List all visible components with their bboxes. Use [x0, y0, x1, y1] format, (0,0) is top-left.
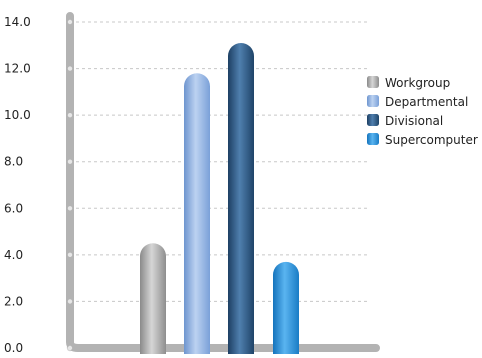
legend-swatch-divisional — [367, 114, 379, 126]
legend-swatch-supercomputer — [367, 133, 379, 145]
y-tick-label-6: 12.0 — [4, 62, 31, 76]
legend-label-departmental: Departmental — [385, 95, 468, 109]
legend: Workgroup Departmental Divisional Supercomp… — [367, 76, 478, 147]
y-tick-dot-5 — [67, 112, 73, 118]
y-tick-label-4: 8.0 — [4, 155, 23, 169]
legend-swatch-departmental — [367, 95, 379, 107]
legend-label-supercomputer: Supercomputer — [385, 133, 478, 147]
bar-divisional — [228, 42, 254, 354]
axis-lines — [66, 12, 380, 352]
y-tick-dot-0 — [67, 345, 73, 351]
y-tick-dot-4 — [67, 159, 73, 164]
bars — [140, 42, 299, 354]
y-tick-label-3: 6.0 — [4, 201, 23, 215]
y-tick-label-7: 14.0 — [4, 15, 31, 29]
bar-departmental — [184, 73, 210, 354]
legend-swatch-workgroup — [367, 76, 379, 88]
legend-label-workgroup: Workgroup — [385, 76, 450, 90]
y-tick-label-1: 2.0 — [4, 294, 23, 308]
bar-supercomputer — [273, 261, 299, 354]
y-tick-label-5: 10.0 — [4, 108, 31, 122]
y-axis-ticks: 0.0 2.0 4.0 6.0 8.0 10.0 12.0 14.0 — [4, 15, 74, 355]
y-tick-dot-6 — [67, 66, 73, 71]
y-tick-label-0: 0.0 — [4, 341, 23, 355]
bar-workgroup — [140, 243, 166, 354]
y-tick-dot-2 — [67, 252, 73, 258]
legend-label-divisional: Divisional — [385, 114, 443, 128]
y-tick-dot-7 — [67, 19, 73, 25]
y-tick-dot-3 — [67, 206, 73, 211]
y-tick-label-2: 4.0 — [4, 248, 23, 262]
axes — [66, 12, 380, 352]
gridlines — [70, 21, 370, 302]
y-tick-dot-1 — [67, 299, 73, 304]
